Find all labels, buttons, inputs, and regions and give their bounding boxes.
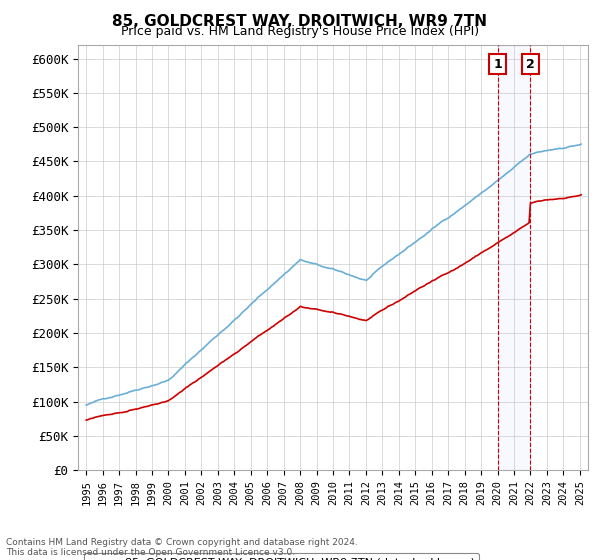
- Text: 85, GOLDCREST WAY, DROITWICH, WR9 7TN: 85, GOLDCREST WAY, DROITWICH, WR9 7TN: [113, 14, 487, 29]
- Text: 2: 2: [526, 58, 535, 71]
- Text: 1: 1: [493, 58, 502, 71]
- Bar: [497, 45, 530, 470]
- Legend: 85, GOLDCREST WAY, DROITWICH, WR9 7TN (detached house), HPI: Average price, deta: 85, GOLDCREST WAY, DROITWICH, WR9 7TN (d…: [83, 553, 479, 560]
- Text: Contains HM Land Registry data © Crown copyright and database right 2024.
This d: Contains HM Land Registry data © Crown c…: [6, 538, 358, 557]
- Text: Price paid vs. HM Land Registry's House Price Index (HPI): Price paid vs. HM Land Registry's House …: [121, 25, 479, 38]
